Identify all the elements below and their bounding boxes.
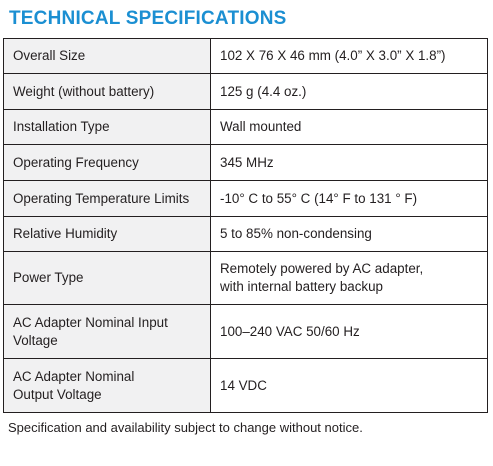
table-row: Weight (without battery) 125 g (4.4 oz.) <box>3 73 488 110</box>
spec-value: 102 X 76 X 46 mm (4.0” X 3.0” X 1.8”) <box>210 38 488 74</box>
spec-label: Power Type <box>3 251 211 305</box>
spec-value: 5 to 85% non-condensing <box>210 216 488 252</box>
specifications-table: Overall Size 102 X 76 X 46 mm (4.0” X 3.… <box>3 38 488 413</box>
spec-label: Installation Type <box>3 109 211 145</box>
page-title: TECHNICAL SPECIFICATIONS <box>9 8 287 29</box>
spec-value: 345 MHz <box>210 144 488 181</box>
spec-label: Overall Size <box>3 38 211 74</box>
table-row: Power Type Remotely powered by AC adapte… <box>3 251 488 305</box>
spec-label: AC Adapter Nominal Output Voltage <box>3 358 211 413</box>
spec-value: 14 VDC <box>210 358 488 413</box>
spec-value: 125 g (4.4 oz.) <box>210 73 488 110</box>
spec-value: Remotely powered by AC adapter, with int… <box>210 251 488 305</box>
table-row: Operating Frequency 345 MHz <box>3 144 488 181</box>
table-row: Installation Type Wall mounted <box>3 109 488 145</box>
spec-value: -10° C to 55° C (14° F to 131 ° F) <box>210 180 488 217</box>
table-row: Relative Humidity 5 to 85% non-condensin… <box>3 216 488 252</box>
table-row: Overall Size 102 X 76 X 46 mm (4.0” X 3.… <box>3 38 488 74</box>
spec-label: Operating Temperature Limits <box>3 180 211 217</box>
spec-label: AC Adapter Nominal Input Voltage <box>3 304 211 359</box>
spec-value: Wall mounted <box>210 109 488 145</box>
spec-label: Weight (without battery) <box>3 73 211 110</box>
spec-label: Relative Humidity <box>3 216 211 252</box>
table-row: AC Adapter Nominal Output Voltage 14 VDC <box>3 358 488 413</box>
footnote: Specification and availability subject t… <box>8 420 363 435</box>
spec-value: 100–240 VAC 50/60 Hz <box>210 304 488 359</box>
table-row: Operating Temperature Limits -10° C to 5… <box>3 180 488 217</box>
table-row: AC Adapter Nominal Input Voltage 100–240… <box>3 304 488 359</box>
spec-label: Operating Frequency <box>3 144 211 181</box>
